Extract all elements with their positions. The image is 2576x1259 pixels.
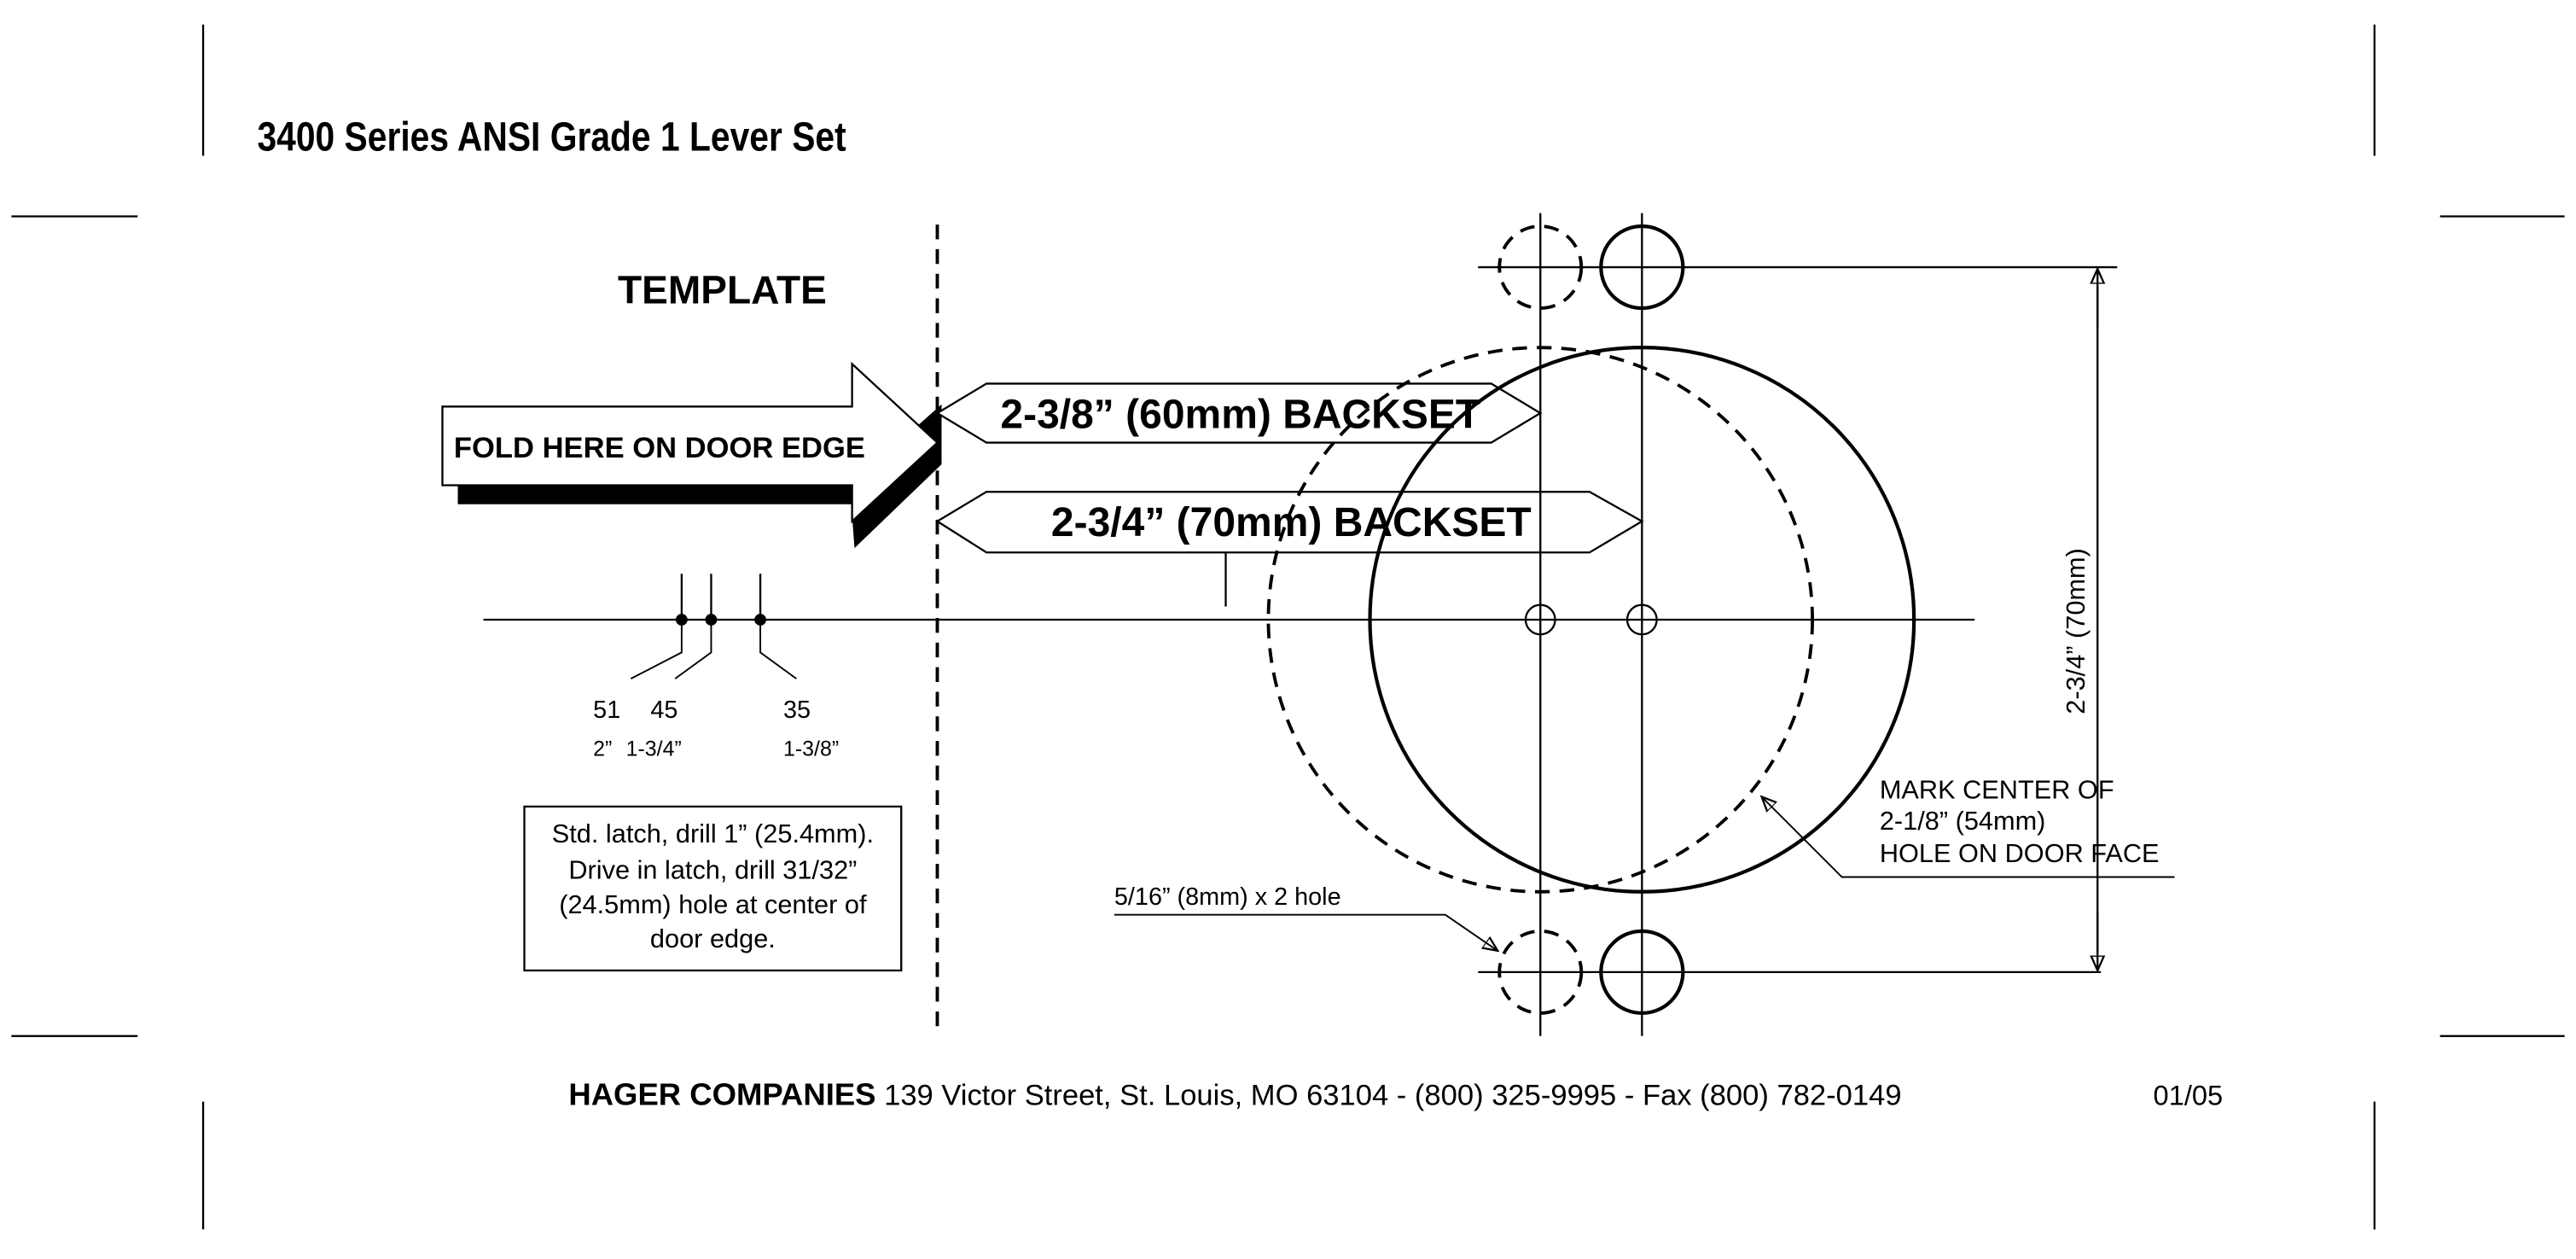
crop-marks xyxy=(11,24,2565,1230)
backset-label: 2-3/8” (60mm) BACKSET xyxy=(1000,392,1480,437)
thickness-mm: 51 xyxy=(593,697,620,724)
mark-center-line: MARK CENTER OF xyxy=(1880,774,2114,804)
hole-label: 5/16” (8mm) x 2 hole xyxy=(1114,883,1341,911)
title: 3400 Series ANSI Grade 1 Lever Set xyxy=(257,115,846,160)
fold-label: FOLD HERE ON DOOR EDGE xyxy=(454,432,865,464)
thickness-mm: 35 xyxy=(783,697,811,724)
date: 01/05 xyxy=(2154,1079,2224,1110)
note-line: Drive in latch, drill 31/32” xyxy=(568,854,857,884)
note-line: (24.5mm) hole at center of xyxy=(559,889,867,919)
mark-center-line: 2-1/8” (54mm) xyxy=(1880,806,2046,836)
thickness-inches: 1-3/4” xyxy=(626,737,682,761)
mark-center-line: HOLE ON DOOR FACE xyxy=(1880,838,2160,868)
geometry xyxy=(483,213,2175,1036)
note-line: Std. latch, drill 1” (25.4mm). xyxy=(552,819,874,848)
company: HAGER COMPANIES xyxy=(568,1076,875,1111)
vertical-dimension: 2-3/4” (70mm) xyxy=(2061,548,2090,714)
fold-arrow xyxy=(441,361,939,524)
note-line: door edge. xyxy=(650,924,776,953)
template-heading: TEMPLATE xyxy=(618,267,827,312)
thickness-inches: 1-3/8” xyxy=(783,737,839,761)
thickness-mm: 45 xyxy=(650,697,677,724)
thickness-inches: 2” xyxy=(593,737,612,761)
address: 139 Victor Street, St. Louis, MO 63104 -… xyxy=(884,1079,1901,1111)
footer: HAGER COMPANIES 139 Victor Street, St. Lo… xyxy=(568,1076,1901,1111)
